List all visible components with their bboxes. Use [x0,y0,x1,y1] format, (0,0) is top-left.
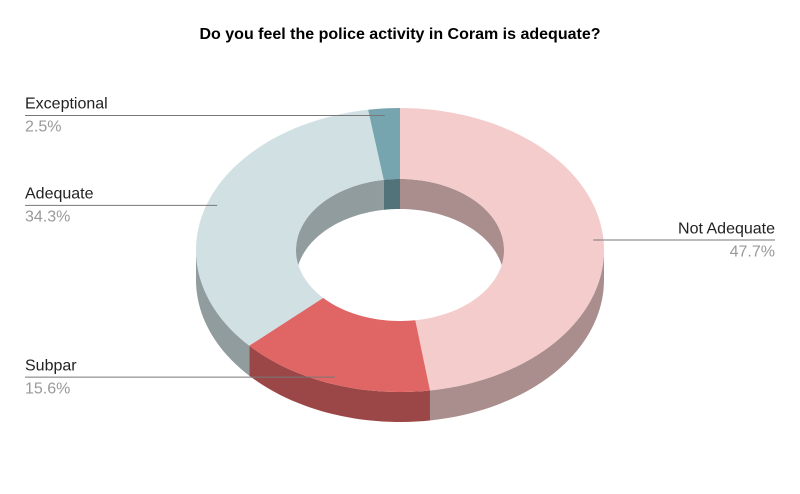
slice-side [196,250,250,376]
slice-label: Subpar [25,357,77,374]
slice-value: 47.7% [730,243,775,260]
slice-value: 34.3% [25,209,70,226]
slice [400,108,604,391]
slice-side [249,345,430,422]
slice [249,297,430,392]
slice [196,109,384,346]
slice-value: 2.5% [25,119,61,136]
slice-inner-wall [383,179,400,210]
chart-title: Do you feel the police activity in Coram… [200,26,601,43]
slice-side [429,250,604,421]
slice-label: Not Adequate [678,220,775,237]
slice-label: Exceptional [25,96,108,113]
slice-inner-wall [296,179,384,280]
slice-inner-wall [400,179,504,280]
slice-label: Adequate [25,186,94,203]
slice-value: 15.6% [25,380,70,397]
slice [368,108,400,180]
